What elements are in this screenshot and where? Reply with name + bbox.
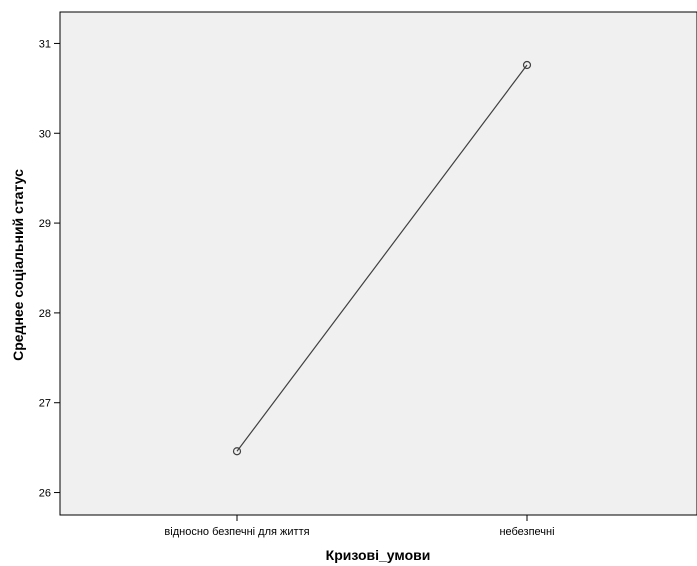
y-tick-label: 26	[39, 488, 51, 500]
series-line	[236, 64, 528, 452]
x-tick-label: відносно безпечні для життя	[164, 526, 309, 538]
y-tick-label: 28	[39, 308, 51, 320]
y-tick-label: 30	[39, 128, 51, 140]
y-axis-title: Среднее соціальний статус	[10, 169, 26, 361]
x-tick-label: небезпечні	[499, 526, 554, 538]
y-tick-label: 29	[39, 218, 51, 230]
y-tick-label: 27	[39, 398, 51, 410]
data-point	[522, 60, 532, 70]
y-axis: 26 27 28 29 30 31	[39, 38, 60, 500]
series-group	[232, 60, 532, 456]
y-tick-label: 31	[39, 38, 51, 50]
x-axis: відносно безпечні для життя небезпечні	[164, 515, 555, 538]
x-axis-title: Кризові_умови	[326, 547, 431, 563]
data-point	[232, 447, 242, 456]
